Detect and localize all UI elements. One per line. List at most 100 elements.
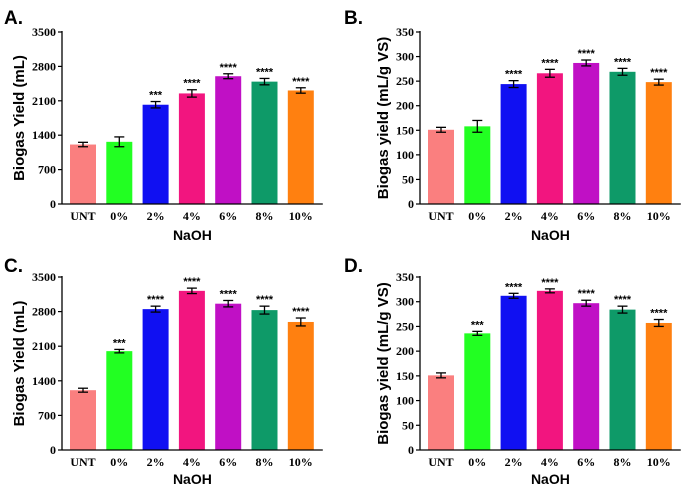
bar-8%: [609, 71, 636, 204]
x-tick-label: 6%: [219, 209, 237, 223]
chart-panel-b: B. Biogas yield (mL/g VS) UNT 0% **** 2% **** 4…: [344, 8, 681, 243]
bar-4%: [178, 290, 205, 450]
error-bar: [508, 80, 519, 89]
chart-panel-a: A. Biogas Yield (mL) UNT 0% *** 2% **** 4% **** 6…: [4, 8, 323, 243]
x-tick-label: 6%: [577, 455, 595, 469]
y-axis-label: Biogas yield (mL/g VS): [375, 37, 392, 200]
y-axis-label: Biogas yield (mL/g VS): [375, 282, 392, 445]
bar-6%: [215, 303, 242, 450]
error-bar: [295, 87, 306, 94]
significance-label: ****: [220, 288, 238, 300]
y-tick-label: 2800: [32, 59, 56, 73]
bar-0%: [106, 351, 133, 450]
y-tick-label: 3500: [32, 25, 56, 39]
significance-label: ****: [650, 67, 668, 79]
x-axis-label: NaOH: [173, 471, 212, 487]
x-tick-label: UNT: [428, 455, 453, 469]
error-bar: [186, 89, 197, 98]
panel-letter: C.: [4, 256, 23, 277]
x-tick-label: 10%: [289, 209, 313, 223]
significance-label: ****: [614, 56, 632, 68]
bar-10%: [645, 82, 672, 204]
error-bar: [544, 288, 555, 294]
bar-2%: [142, 104, 169, 204]
significance-label: ****: [147, 294, 165, 306]
y-tick-label: 2100: [32, 339, 56, 353]
x-axis-label: NaOH: [173, 227, 212, 243]
bar-UNT: [428, 375, 454, 450]
significance-label: ****: [256, 66, 274, 78]
significance-label: ****: [292, 76, 310, 88]
error-bar: [150, 305, 161, 313]
y-axis-label: Biogas Yield (mL): [11, 55, 28, 181]
x-tick-label: 8%: [256, 209, 274, 223]
x-tick-label: 2%: [147, 455, 165, 469]
panel-letter: A.: [4, 8, 23, 29]
bar-6%: [573, 303, 600, 450]
x-tick-label: 10%: [289, 455, 313, 469]
x-tick-label: 2%: [147, 209, 165, 223]
y-tick-label: 50: [402, 418, 414, 432]
x-tick-label: UNT: [70, 455, 95, 469]
bar-2%: [142, 309, 169, 450]
x-tick-label: 4%: [541, 209, 559, 223]
y-tick-label: 1400: [32, 374, 56, 388]
y-tick-label: 0: [50, 197, 56, 211]
significance-label: ****: [541, 57, 559, 69]
bar-2%: [500, 84, 527, 204]
y-tick-label: 150: [396, 123, 414, 137]
error-bar: [653, 78, 664, 86]
bar-0%: [106, 141, 133, 204]
y-tick-label: 200: [396, 344, 414, 358]
y-tick-label: 0: [50, 443, 56, 457]
y-tick-label: 150: [396, 369, 414, 383]
y-tick-label: 700: [38, 408, 56, 422]
error-bar: [259, 77, 270, 86]
y-tick-label: 300: [396, 295, 414, 309]
x-tick-label: 8%: [256, 455, 274, 469]
chart-panel-d: D. Biogas yield (mL/g VS) UNT *** 0% **** 2% **…: [344, 256, 681, 487]
y-tick-label: 250: [396, 319, 414, 333]
x-tick-label: 6%: [577, 209, 595, 223]
x-tick-label: 2%: [505, 209, 523, 223]
bar-0%: [464, 333, 491, 450]
x-tick-label: 6%: [219, 455, 237, 469]
x-tick-label: UNT: [428, 209, 453, 223]
x-tick-label: 4%: [183, 209, 201, 223]
y-tick-label: 300: [396, 50, 414, 64]
x-tick-label: 4%: [541, 455, 559, 469]
x-tick-label: 8%: [614, 209, 632, 223]
error-bar: [295, 317, 306, 327]
chart-panel-c: C. Biogas Yield (mL) UNT *** 0% **** 2% **** 4% *…: [4, 256, 323, 487]
significance-label: ****: [183, 276, 201, 288]
error-bar: [186, 287, 197, 295]
x-tick-label: 8%: [614, 455, 632, 469]
bar-0%: [464, 126, 491, 204]
error-bar: [472, 119, 483, 133]
significance-label: ****: [183, 78, 201, 90]
panel-letter: B.: [344, 8, 363, 29]
x-tick-label: 0%: [110, 455, 128, 469]
significance-label: ****: [292, 306, 310, 318]
bar-UNT: [428, 129, 454, 204]
bar-6%: [215, 76, 242, 204]
x-tick-label: 0%: [468, 455, 486, 469]
x-tick-label: 2%: [505, 455, 523, 469]
x-tick-label: UNT: [70, 209, 95, 223]
error-bar: [259, 305, 270, 315]
significance-label: ***: [113, 337, 127, 349]
significance-label: ****: [578, 288, 596, 300]
significance-label: ***: [471, 319, 485, 331]
error-bar: [544, 68, 555, 78]
error-bar: [581, 59, 592, 67]
error-bar: [78, 141, 88, 148]
x-axis-label: NaOH: [531, 471, 570, 487]
y-tick-label: 0: [408, 197, 414, 211]
significance-label: ****: [578, 48, 596, 60]
error-bar: [436, 126, 446, 133]
significance-label: ****: [505, 69, 523, 81]
y-tick-label: 350: [396, 25, 414, 39]
x-tick-label: 10%: [647, 209, 671, 223]
bar-UNT: [70, 390, 96, 450]
